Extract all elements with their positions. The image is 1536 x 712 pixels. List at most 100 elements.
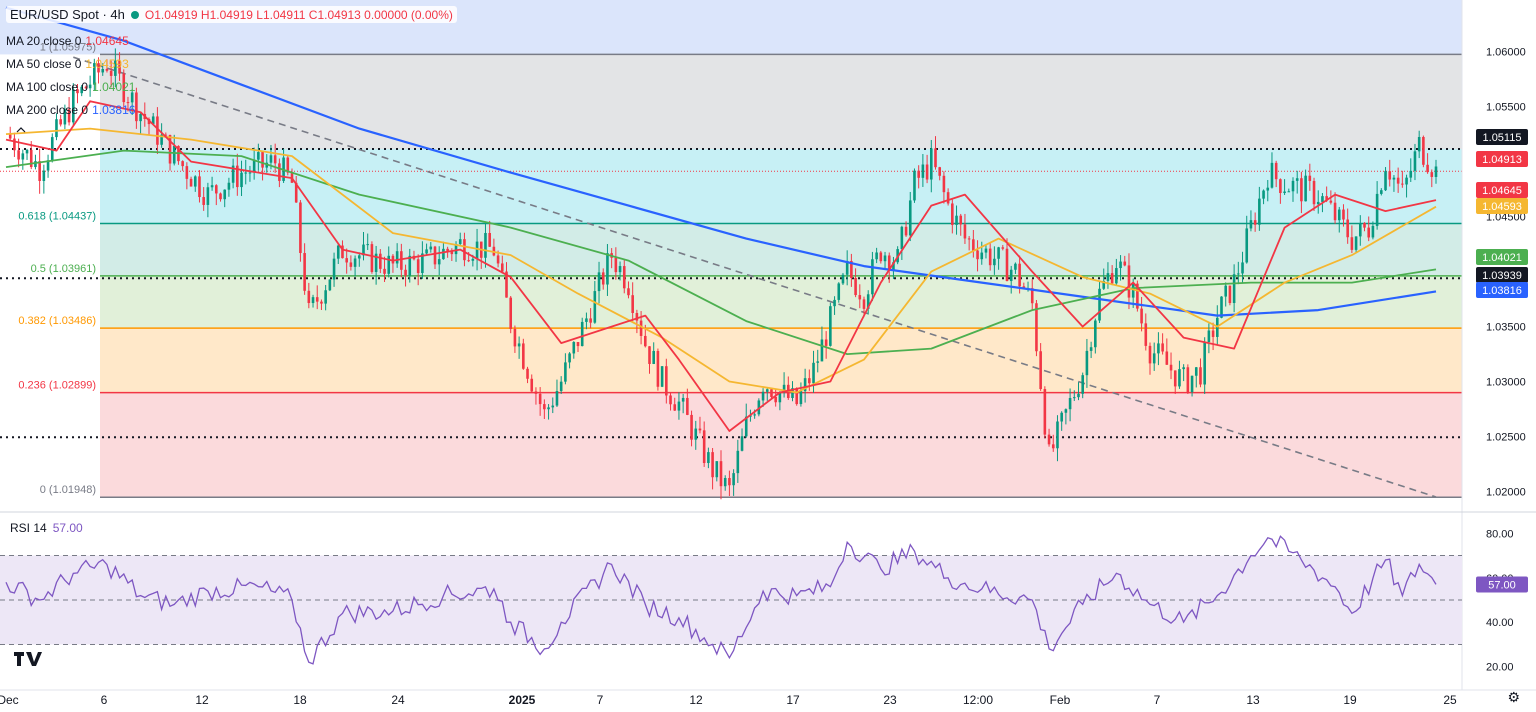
candle-body [1056,421,1059,449]
x-tick-label-0: Dec [0,693,19,707]
ma100-line [5,149,1437,355]
candle-body [850,260,853,278]
candle-body [223,189,227,200]
candle-body [871,259,874,295]
candle-body [1173,370,1177,387]
candle-body [1009,269,1013,282]
candle-body [538,393,542,405]
candle-body [820,339,824,362]
candle-body [1253,220,1257,225]
candle-body [488,232,491,247]
candle-body [580,321,584,347]
candle-body [454,244,458,255]
candle-body [845,260,849,275]
candle-body [1131,283,1135,298]
symbol-title[interactable]: EUR/USD Spot · 4h [10,7,125,22]
candle-body [1018,263,1021,287]
candle-body [463,239,466,261]
ma-legend-row-20[interactable]: MA 20 close 0 1.04645 [6,30,135,53]
candle-body [181,161,184,167]
candle-body [97,63,100,73]
candle-body [130,92,134,103]
candle-body [1119,261,1122,269]
candle-body [341,245,344,259]
candle-body [219,193,222,200]
candle-body [1413,151,1417,171]
symbol-header[interactable]: EUR/USD Spot · 4h O1.04919 H1.04919 L1.0… [6,6,457,23]
y-tick-label-0: 1.06000 [1486,47,1526,59]
fib-label-2: 0.5 (1.03961) [31,263,96,275]
candle-body [1371,225,1375,238]
candle-body [702,430,706,464]
candle-body [1426,164,1429,173]
candle-body [446,248,449,252]
ma-legend-row-50[interactable]: MA 50 close 0 1.04593 [6,53,135,76]
candle-body [908,200,912,236]
rsi-legend[interactable]: RSI 14 57.00 [10,521,83,535]
ma-legend-row-200[interactable]: MA 200 close 0 1.03816 [6,99,135,122]
candle-body [808,378,811,384]
candle-body [1270,162,1274,188]
candle-body [988,248,992,266]
candle-body [993,258,996,266]
candle-body [526,368,529,379]
candle-body [286,157,290,173]
candle-body [829,306,832,346]
tradingview-logo-icon[interactable] [14,650,42,670]
candle-body [627,288,630,296]
candle-body [1072,397,1076,399]
candle-body [404,269,407,276]
ma50-line [5,127,1437,394]
candle-body [740,436,744,451]
x-tick-label-1: 6 [101,693,108,707]
candle-body [1106,273,1110,281]
candle-body [189,178,193,187]
candle-body [639,320,643,336]
candle-body [1005,248,1009,282]
candle-body [770,389,773,397]
candle-body [1051,444,1055,449]
fib-label-1: 0.618 (1.04437) [18,211,96,223]
rsi-tag-label: 57.00 [1488,579,1516,591]
candle-body [1262,190,1265,199]
price-tag-4 [1476,249,1528,265]
candle-body [55,119,58,138]
candle-body [88,84,92,89]
candle-body [332,258,336,280]
candle-body [8,134,12,139]
fib-zone-5 [100,392,1462,498]
candle-body [942,175,946,193]
x-tick-label-8: 17 [786,693,800,707]
candle-body [379,253,382,269]
candle-body [816,361,820,363]
candle-body [1085,350,1089,376]
candle-body [172,145,176,164]
x-tick-label-7: 12 [689,693,703,707]
candle-body [315,297,319,302]
price-tag-3 [1476,198,1528,214]
candle-body [1127,265,1131,298]
collapse-chevron-icon[interactable] [16,127,26,133]
settings-gear-icon[interactable]: ⚙ [1507,689,1520,705]
candle-body [1401,183,1404,185]
ma20-value: 1.04645 [85,34,129,48]
candle-body [976,250,979,260]
candle-body [257,152,260,160]
x-tick-label-5: 2025 [509,693,536,707]
candle-body [34,161,37,168]
candle-body [925,164,929,180]
candle-body [71,89,75,123]
fib-zone-1 [100,148,1462,224]
candle-body [1199,367,1202,385]
price-axis-bg [1462,0,1536,712]
candle-body [1417,136,1421,152]
candle-body [963,224,967,239]
candle-body [387,255,391,274]
ma-legend-row-100[interactable]: MA 100 close 0 1.04021 [6,76,135,99]
candle-body [1358,222,1362,237]
candle-body [913,170,916,201]
candle-body [1110,273,1114,284]
candle-body [168,134,172,164]
candle-body [862,299,866,309]
